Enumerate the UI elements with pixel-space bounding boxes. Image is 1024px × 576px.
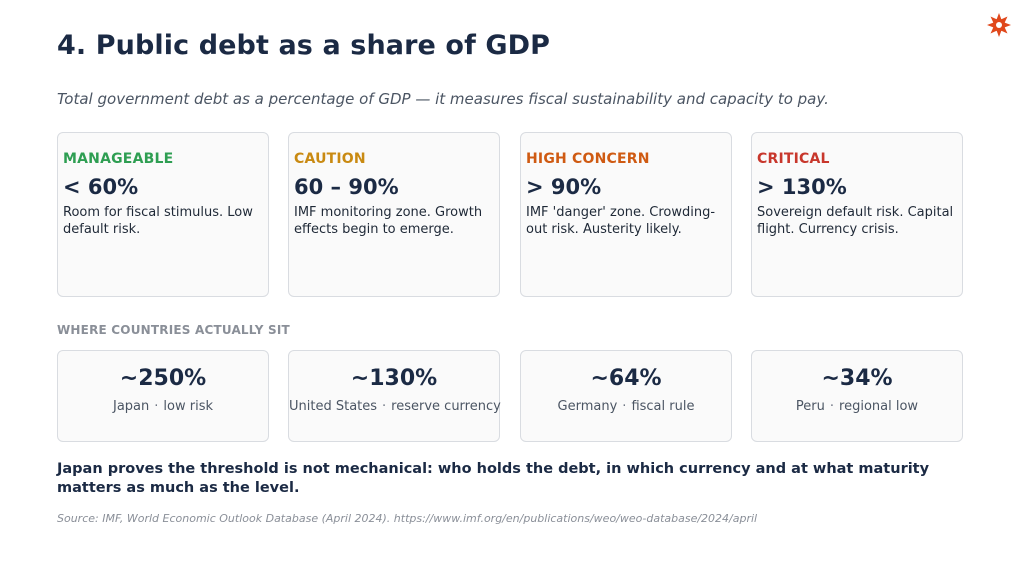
country-note: low risk: [163, 399, 213, 414]
threshold-label: CAUTION: [294, 151, 366, 167]
threshold-label: HIGH CONCERN: [526, 151, 650, 167]
threshold-value: < 60%: [63, 175, 139, 199]
source-citation: Source: IMF, World Economic Outlook Data…: [57, 512, 758, 525]
country-note: regional low: [839, 399, 919, 414]
section-label: WHERE COUNTRIES ACTUALLY SIT: [57, 323, 290, 337]
country-caption: Japan · low risk: [58, 399, 268, 414]
country-caption: Peru · regional low: [752, 399, 962, 414]
threshold-card-high-concern: HIGH CONCERN > 90% IMF 'danger' zone. Cr…: [520, 132, 732, 297]
country-debt-value: ~34%: [821, 366, 893, 391]
threshold-value: 60 – 90%: [294, 175, 399, 199]
page-title: 4. Public debt as a share of GDP: [57, 30, 551, 61]
threshold-description: IMF 'danger' zone. Crowding-out risk. Au…: [526, 205, 716, 237]
country-note: reserve currency: [391, 399, 501, 414]
country-debt-value: ~250%: [119, 366, 207, 391]
key-takeaway: Japan proves the threshold is not mechan…: [57, 461, 930, 496]
country-debt-value: ~130%: [350, 366, 438, 391]
page-subtitle: Total government debt as a percentage of…: [57, 90, 829, 108]
separator-dot: ·: [154, 399, 159, 414]
threshold-description: IMF monitoring zone. Growth effects begi…: [294, 205, 483, 237]
threshold-value: > 90%: [526, 175, 602, 199]
threshold-label: CRITICAL: [757, 151, 830, 167]
threshold-description: Room for fiscal stimulus. Low default ri…: [63, 205, 253, 237]
separator-dot: ·: [622, 399, 627, 414]
country-card-japan: ~250% Japan · low risk: [57, 350, 269, 442]
separator-dot: ·: [382, 399, 387, 414]
threshold-card-critical: CRITICAL > 130% Sovereign default risk. …: [751, 132, 963, 297]
threshold-value: > 130%: [757, 175, 847, 199]
threshold-description: Sovereign default risk. Capital flight. …: [757, 205, 954, 237]
country-name: Peru: [795, 399, 825, 414]
country-note: fiscal rule: [631, 399, 695, 414]
country-name: Japan: [113, 399, 150, 414]
threshold-card-manageable: MANAGEABLE < 60% Room for fiscal stimulu…: [57, 132, 269, 297]
sun-star-logo-icon: [987, 13, 1011, 37]
country-card-germany: ~64% Germany · fiscal rule: [520, 350, 732, 442]
country-name: United States: [289, 399, 378, 414]
country-caption: Germany · fiscal rule: [521, 399, 731, 414]
country-card-peru: ~34% Peru · regional low: [751, 350, 963, 442]
country-debt-value: ~64%: [590, 366, 662, 391]
threshold-card-caution: CAUTION 60 – 90% IMF monitoring zone. Gr…: [288, 132, 500, 297]
country-caption: United States · reserve currency: [289, 399, 501, 414]
country-name: Germany: [557, 399, 618, 414]
country-card-united-states: ~130% United States · reserve currency: [288, 350, 501, 442]
separator-dot: ·: [829, 399, 835, 414]
threshold-label: MANAGEABLE: [63, 151, 174, 167]
